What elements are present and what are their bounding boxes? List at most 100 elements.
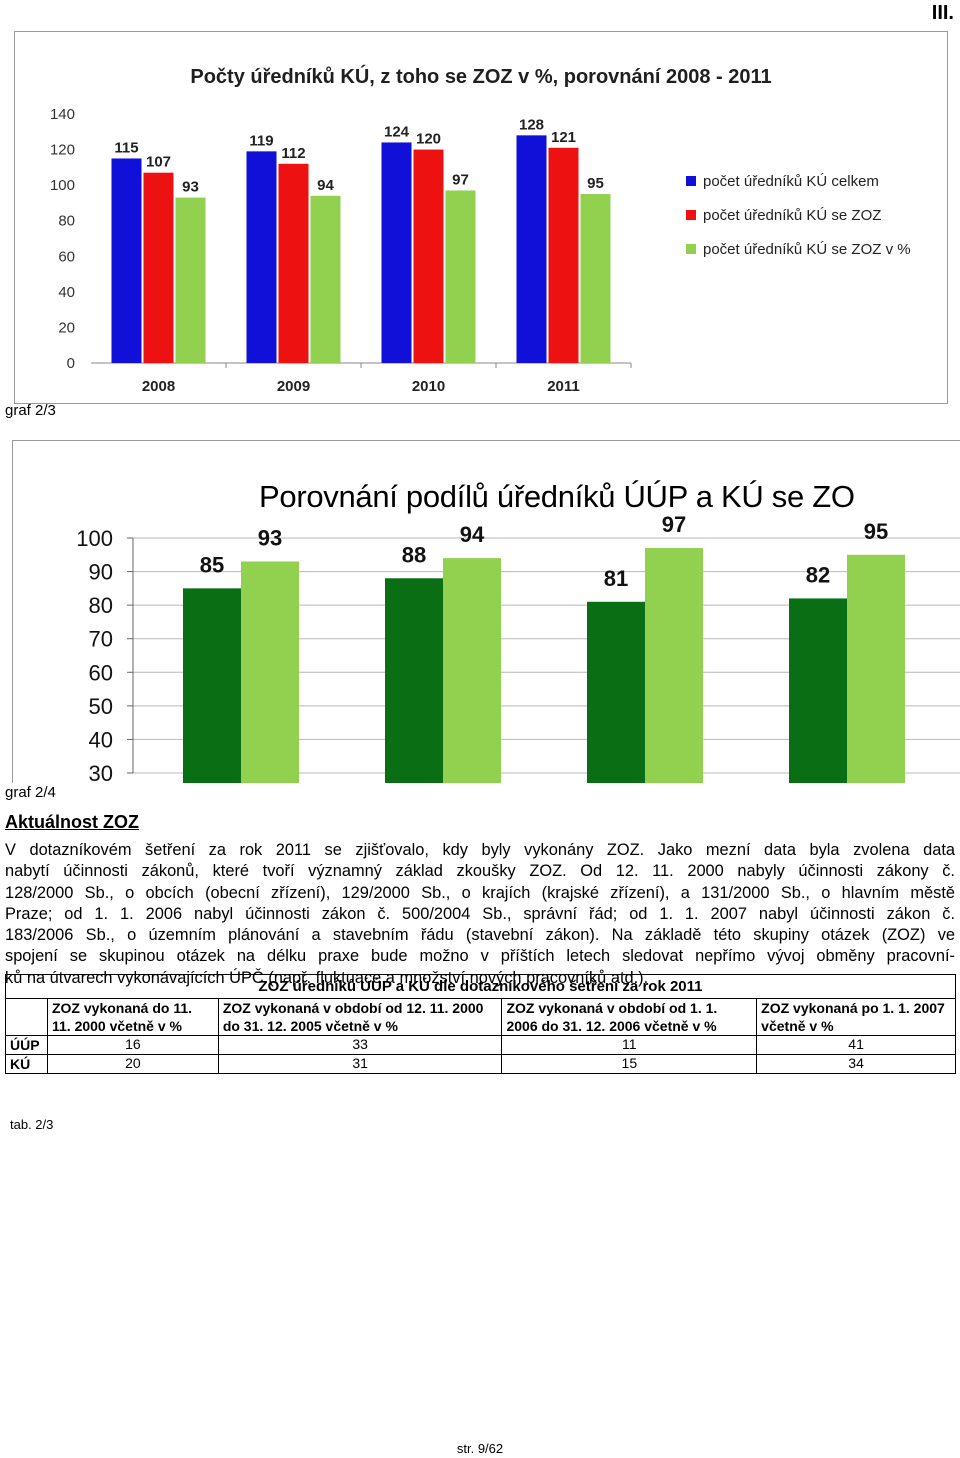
- chart2-plot: 30 40 50 60 70 80 90 100 85 93 88 94 81 97 82 95: [76, 512, 960, 783]
- bar: [175, 197, 206, 363]
- legend-label: počet úředníků KÚ se ZOZ v %: [703, 241, 911, 258]
- data-label: 128: [519, 116, 544, 133]
- bar: [443, 558, 501, 783]
- data-label: 94: [317, 177, 334, 194]
- page-number: str. 9/62: [456, 1441, 504, 1456]
- y-tick-label: 50: [89, 694, 113, 719]
- data-label: 81: [604, 566, 628, 591]
- body-line: spojení se skupinou otázek na délku prax…: [5, 947, 955, 966]
- legend-label: počet úředníků KÚ se ZOZ: [703, 207, 881, 224]
- y-tick-label: 100: [76, 526, 113, 551]
- chart1-caption: graf 2/3: [5, 402, 56, 419]
- bar: [246, 151, 277, 363]
- zoz-table: ZOZ úředníků ÚÚP a KÚ dle dotazníkového …: [5, 974, 956, 1074]
- legend-swatch: [686, 176, 696, 186]
- table-label: tab. 2/3: [10, 1117, 54, 1132]
- table-row: KÚ 20 31 15 34: [5, 1054, 956, 1074]
- data-label: 95: [864, 519, 888, 544]
- y-tick-label: 0: [67, 355, 75, 372]
- x-tick-label: 2011: [547, 378, 580, 395]
- table-header-row: ZOZ vykonaná do 11. 11. 2000 včetně v % …: [5, 998, 956, 1036]
- body-line: 128/2000 Sb., o obcích (obecní zřízení),…: [5, 883, 955, 902]
- data-label: 107: [146, 154, 171, 171]
- bar: [385, 578, 443, 783]
- data-label: 95: [587, 175, 604, 192]
- y-tick-label: 60: [89, 660, 113, 685]
- data-label: 93: [258, 526, 282, 551]
- table-cell: 16: [46, 1035, 219, 1055]
- table-header: ZOZ vykonaná do 11. 11. 2000 včetně v %: [46, 998, 219, 1036]
- y-tick-label: 100: [50, 177, 75, 194]
- table-cell: 20: [46, 1054, 219, 1074]
- bar: [847, 554, 905, 783]
- x-tick-label: 2009: [277, 378, 310, 395]
- y-tick-label: 80: [58, 213, 75, 230]
- table-cell: 33: [217, 1035, 503, 1055]
- data-label: 119: [249, 132, 273, 149]
- bar: [587, 601, 645, 783]
- table-cell: 34: [756, 1054, 956, 1074]
- data-label: 121: [551, 129, 576, 146]
- y-tick-label: 140: [50, 106, 75, 123]
- body-line: nabytí účinnosti zákonů, které tvoří výz…: [5, 862, 955, 881]
- data-label: 88: [402, 542, 426, 567]
- bar: [143, 172, 174, 363]
- data-label: 94: [460, 522, 485, 547]
- legend-swatch: [686, 210, 696, 220]
- x-tick-label: 2010: [412, 378, 445, 395]
- table-cell: 15: [501, 1054, 758, 1074]
- table-cell: 31: [217, 1054, 503, 1074]
- bar: [548, 147, 579, 363]
- chart-share-comparison: 30 40 50 60 70 80 90 100 85 93 88 94 81 97 82 95 Porovn…: [12, 440, 960, 783]
- data-label: 93: [182, 179, 199, 196]
- table-row: ÚÚP 16 33 11 41: [5, 1035, 956, 1055]
- data-label: 112: [281, 145, 305, 162]
- data-label: 97: [452, 171, 469, 188]
- body-line: V dotazníkovém šetření za rok 2011 se zj…: [5, 841, 955, 859]
- chart1-plot: 0 20 40 60 80 100 120 140 115 107 93 2008 119 112 94 20…: [50, 106, 911, 395]
- table-cell: 41: [756, 1035, 956, 1055]
- legend-label: počet úředníků KÚ celkem: [703, 173, 879, 190]
- data-label: 124: [384, 123, 410, 140]
- table-cell: 11: [501, 1035, 758, 1055]
- y-tick-label: 70: [89, 627, 113, 652]
- y-tick-label: 40: [89, 727, 113, 752]
- chart2-caption: graf 2/4: [5, 784, 56, 801]
- y-tick-label: 30: [89, 761, 113, 783]
- bar: [310, 195, 341, 363]
- y-tick-label: 120: [50, 142, 75, 159]
- data-label: 97: [662, 512, 686, 537]
- legend-swatch: [686, 244, 696, 254]
- bar: [445, 190, 476, 363]
- chart2-title: Porovnání podílů úředníků ÚÚP a KÚ se ZO: [259, 479, 855, 514]
- y-tick-label: 60: [58, 248, 75, 265]
- table-header: ZOZ vykonaná v období od 1. 1. 2006 do 3…: [501, 998, 758, 1036]
- bar: [183, 588, 241, 783]
- table-caption: ZOZ úředníků ÚÚP a KÚ dle dotazníkového …: [5, 974, 956, 999]
- bar: [381, 142, 412, 363]
- data-label: 120: [416, 131, 441, 148]
- table-corner-cell: [5, 998, 48, 1036]
- bar: [789, 598, 847, 783]
- bar: [516, 135, 547, 363]
- data-label: 115: [114, 139, 138, 156]
- y-tick-label: 80: [89, 593, 113, 618]
- row-label: KÚ: [5, 1054, 48, 1074]
- bar: [241, 561, 299, 783]
- table-header: ZOZ vykonaná v období od 12. 11. 2000 do…: [217, 998, 503, 1036]
- y-tick-label: 20: [58, 319, 75, 336]
- chart1-title: Počty úředníků KÚ, z toho se ZOZ v %, po…: [190, 66, 772, 88]
- y-tick-label: 40: [58, 284, 75, 301]
- y-tick-label: 90: [89, 560, 113, 585]
- data-label: 82: [806, 562, 830, 587]
- bar: [413, 149, 444, 363]
- row-label: ÚÚP: [5, 1035, 48, 1055]
- x-tick-label: 2008: [142, 378, 175, 395]
- body-line: 183/2006 Sb., o územním plánování a stav…: [5, 926, 955, 945]
- section-body: V dotazníkovém šetření za rok 2011 se zj…: [5, 840, 955, 989]
- data-label: 85: [200, 552, 224, 577]
- page-section-mark: III.: [931, 2, 954, 24]
- chart-officials-counts: Počty úředníků KÚ, z toho se ZOZ v %, po…: [14, 31, 948, 404]
- body-line: Praze; od 1. 1. 2006 nabyl účinnosti zák…: [5, 904, 955, 923]
- table-header: ZOZ vykonaná po 1. 1. 2007 včetně v %: [756, 998, 956, 1036]
